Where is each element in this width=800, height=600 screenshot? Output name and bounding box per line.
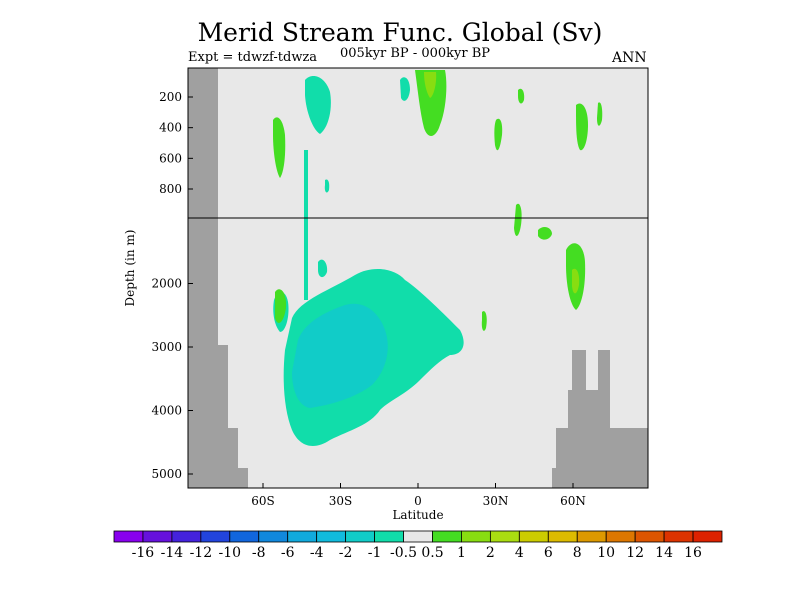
positive-weak-region (481, 311, 487, 331)
chart-title: Merid Stream Func. Global (Sv) (197, 18, 603, 47)
colorbar-label: -12 (189, 545, 213, 561)
positive-weak-region (597, 102, 603, 126)
colorbar-label: -2 (338, 545, 353, 561)
positive-weak-region (273, 117, 286, 178)
y-tick-label: 5000 (151, 467, 182, 481)
colorbar-box (692, 530, 723, 543)
y-tick-label: 800 (159, 182, 182, 196)
land-mask-north (552, 350, 648, 488)
colorbar-label: -0.5 (390, 545, 418, 561)
colorbar-box (518, 530, 549, 543)
negative-weak-region (324, 179, 330, 193)
colorbar-box (229, 530, 260, 543)
positive-weak-region (518, 88, 525, 104)
colorbar-box (171, 530, 202, 543)
y-tick-label: 3000 (151, 340, 182, 354)
positive-weak-region (576, 103, 588, 151)
x-axis-label: Latitude (392, 508, 444, 522)
colorbar-label: -16 (131, 545, 155, 561)
colorbar-label: -10 (218, 545, 242, 561)
colorbar-label: -1 (367, 545, 382, 561)
y-tick-label: 600 (159, 151, 182, 165)
x-tick-label: 60S (251, 494, 275, 508)
colorbar-box (605, 530, 636, 543)
colorbar-box (634, 530, 665, 543)
y-tick-label: 200 (159, 90, 182, 104)
season-label: ANN (612, 50, 647, 66)
colorbar-label: -14 (160, 545, 184, 561)
land-mask-south (188, 68, 248, 488)
positive-mid-region (572, 268, 580, 294)
positive-weak-region (415, 70, 447, 136)
colorbar-label: 2 (485, 545, 495, 561)
negative-weak-region (400, 77, 410, 101)
colorbar-box (142, 530, 173, 543)
x-tick-label: 0 (414, 494, 422, 508)
colorbar-box (200, 530, 231, 543)
land-mask (188, 68, 648, 488)
colorbar-label: 6 (543, 545, 553, 561)
colorbar-label: 10 (597, 545, 616, 561)
negative-mid-region (292, 303, 388, 408)
colorbar-box (432, 530, 462, 543)
y-tick-label: 4000 (151, 404, 182, 418)
positive-weak-region (494, 118, 503, 151)
positive-weak-region (538, 227, 552, 240)
colorbar-label: -8 (251, 545, 266, 561)
period-label: 005kyr BP - 000kyr BP (340, 46, 491, 61)
colorbar-box (287, 530, 318, 543)
colorbar-label: 8 (572, 545, 582, 561)
colorbar-label: 14 (655, 545, 674, 561)
colorbar-label: 12 (626, 545, 645, 561)
colorbar-box (576, 530, 607, 543)
colorbar-box (316, 530, 347, 543)
colorbar-label: -6 (280, 545, 295, 561)
colorbar-label: 16 (684, 545, 702, 561)
colorbar-label: 0.5 (421, 545, 444, 561)
colorbar-box (113, 530, 144, 543)
colorbar-box (345, 530, 375, 543)
colorbar-box (489, 530, 520, 543)
x-tick-label: 30N (483, 494, 509, 508)
colorbar-boxes (113, 530, 723, 543)
colorbar-box (374, 530, 404, 543)
positive-weak-region (275, 289, 287, 323)
negative-weak-region (305, 76, 331, 134)
colorbar-label: 4 (514, 545, 524, 561)
negative-weak-region (304, 150, 308, 300)
colorbar-label: -4 (309, 545, 324, 561)
colorbar-box (461, 530, 491, 543)
colorbar-box (547, 530, 578, 543)
colorbar-label: 1 (456, 545, 466, 561)
experiment-label: Expt = tdwzf-tdwza (188, 50, 318, 65)
colorbar-box (258, 530, 289, 543)
y-tick-label: 400 (159, 121, 182, 135)
positive-mid-region (424, 72, 437, 98)
colorbar-box (663, 530, 694, 543)
y-tick-label: 2000 (151, 277, 182, 291)
plot-axes: 60S 30S 0 30N 60N 200 400 600 800 2000 3000 4000 500… (151, 67, 649, 508)
colorbar-box (403, 530, 433, 543)
x-tick-label: 30S (329, 494, 353, 508)
x-tick-label: 60N (560, 494, 586, 508)
negative-weak-region (318, 259, 328, 278)
positive-weak-region (514, 203, 522, 236)
